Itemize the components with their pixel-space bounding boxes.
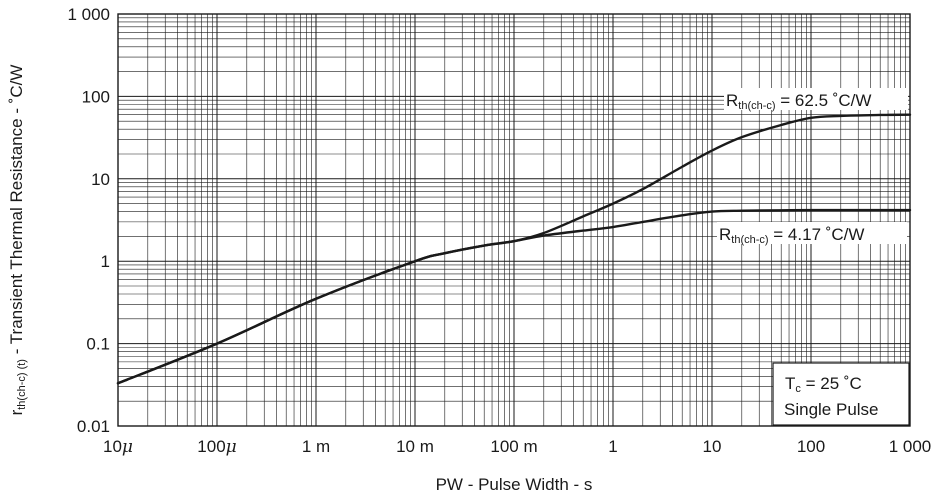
- x-tick-label: 100 m: [490, 437, 537, 456]
- y-axis-title-text: - Transient Thermal Resistance - ˚C/W: [7, 65, 26, 359]
- plot-frame: [117, 13, 911, 427]
- data-curves: [116, 113, 912, 385]
- x-tick-label: 10μ: [103, 437, 133, 457]
- conditions-temperature-main: T: [785, 374, 795, 393]
- series-62-5-label: Rth(ch-c) = 62.5 ˚C/W: [726, 91, 871, 112]
- conditions-box: [772, 362, 910, 426]
- y-axis-title-symbol: r: [7, 409, 26, 415]
- y-axis-title: rth(ch-c) (t) - Transient Thermal Resist…: [7, 65, 28, 416]
- series-4-17-label-rest: = 4.17 ˚C/W: [769, 225, 865, 244]
- x-tick-label: 1: [608, 437, 617, 456]
- conditions-single-pulse: Single Pulse: [784, 400, 879, 419]
- series-62-5-label-main: R: [726, 91, 738, 110]
- y-tick-label: 1: [101, 252, 110, 271]
- series-62-5-label-sub: th(ch-c): [738, 100, 775, 112]
- x-tick-label: 100: [797, 437, 825, 456]
- series-4-17-label-main: R: [719, 225, 731, 244]
- y-tick-label: 1 000: [67, 5, 110, 24]
- series-line-1: [116, 208, 912, 385]
- x-tick-label: 1 000: [889, 437, 932, 456]
- x-tick-labels: 10μ 100μ 1 m 10 m 100 m 1 10 100 1 000: [103, 437, 931, 457]
- conditions-temperature-sub: c: [795, 383, 801, 395]
- series-4-17-label: Rth(ch-c) = 4.17 ˚C/W: [719, 225, 864, 246]
- series-4-17-label-sub: th(ch-c): [731, 234, 768, 246]
- y-tick-label: 10: [91, 170, 110, 189]
- x-axis-title: PW - Pulse Width - s: [436, 475, 593, 494]
- y-tick-labels: 0.01 0.1 1 10 100 1 000: [67, 5, 110, 436]
- y-axis-title-subscript: th(ch-c) (t): [16, 359, 28, 410]
- y-tick-label: 0.01: [77, 417, 110, 436]
- grid-lines: [118, 14, 910, 426]
- y-tick-label: 0.1: [86, 335, 110, 354]
- series-62-5-label-bg: [724, 88, 908, 110]
- series-4-17-label-bg: [717, 222, 907, 244]
- y-tick-label: 100: [82, 87, 110, 106]
- x-tick-label: 1 m: [302, 437, 330, 456]
- conditions-temperature-rest: = 25 ˚C: [801, 374, 862, 393]
- x-tick-label: 10 m: [396, 437, 434, 456]
- conditions-temperature: Tc = 25 ˚C: [785, 374, 862, 395]
- series-62-5-label-rest: = 62.5 ˚C/W: [776, 91, 872, 110]
- x-tick-label: 100μ: [197, 437, 236, 457]
- x-tick-label: 10: [703, 437, 722, 456]
